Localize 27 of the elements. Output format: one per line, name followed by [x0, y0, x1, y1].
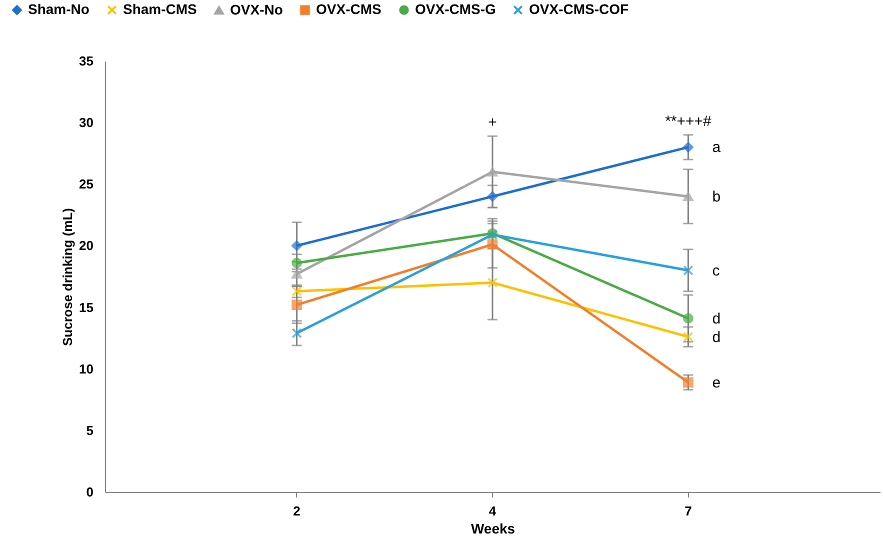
y-tick-label: 30 — [79, 115, 94, 130]
annotation: a — [712, 139, 722, 156]
x-tick-label: 7 — [684, 504, 692, 518]
x-axis-title: Weeks — [470, 520, 516, 536]
legend-label: Sham-No — [28, 1, 90, 18]
annotation: e — [712, 374, 721, 392]
legend-label: Sham-CMS — [123, 1, 197, 18]
y-tick-label: 15 — [79, 300, 94, 315]
y-tick-label: 35 — [79, 54, 94, 68]
annotation: d — [712, 328, 721, 346]
annotation: **+++# — [665, 112, 712, 130]
legend-label: OVX-CMS-G — [415, 1, 496, 18]
annotation: c — [712, 262, 720, 280]
legend-label: OVX-CMS — [316, 1, 382, 18]
legend-label: OVX-CMS-COF — [529, 1, 629, 18]
legend-label: OVX-No — [230, 1, 283, 18]
y-tick-label: 0 — [86, 484, 94, 500]
x-tick-label: 4 — [488, 504, 497, 518]
y-tick-label: 20 — [79, 238, 94, 254]
x-tick-label: 2 — [293, 504, 300, 518]
y-tick-label: 10 — [79, 361, 94, 376]
y-tick-label: 25 — [79, 176, 94, 192]
y-tick-label: 5 — [86, 422, 94, 438]
annotation: b — [712, 188, 721, 206]
annotation: d — [712, 310, 721, 328]
annotation: + — [488, 114, 498, 132]
y-axis-title: Sucrose drinking (mL) — [60, 208, 76, 346]
